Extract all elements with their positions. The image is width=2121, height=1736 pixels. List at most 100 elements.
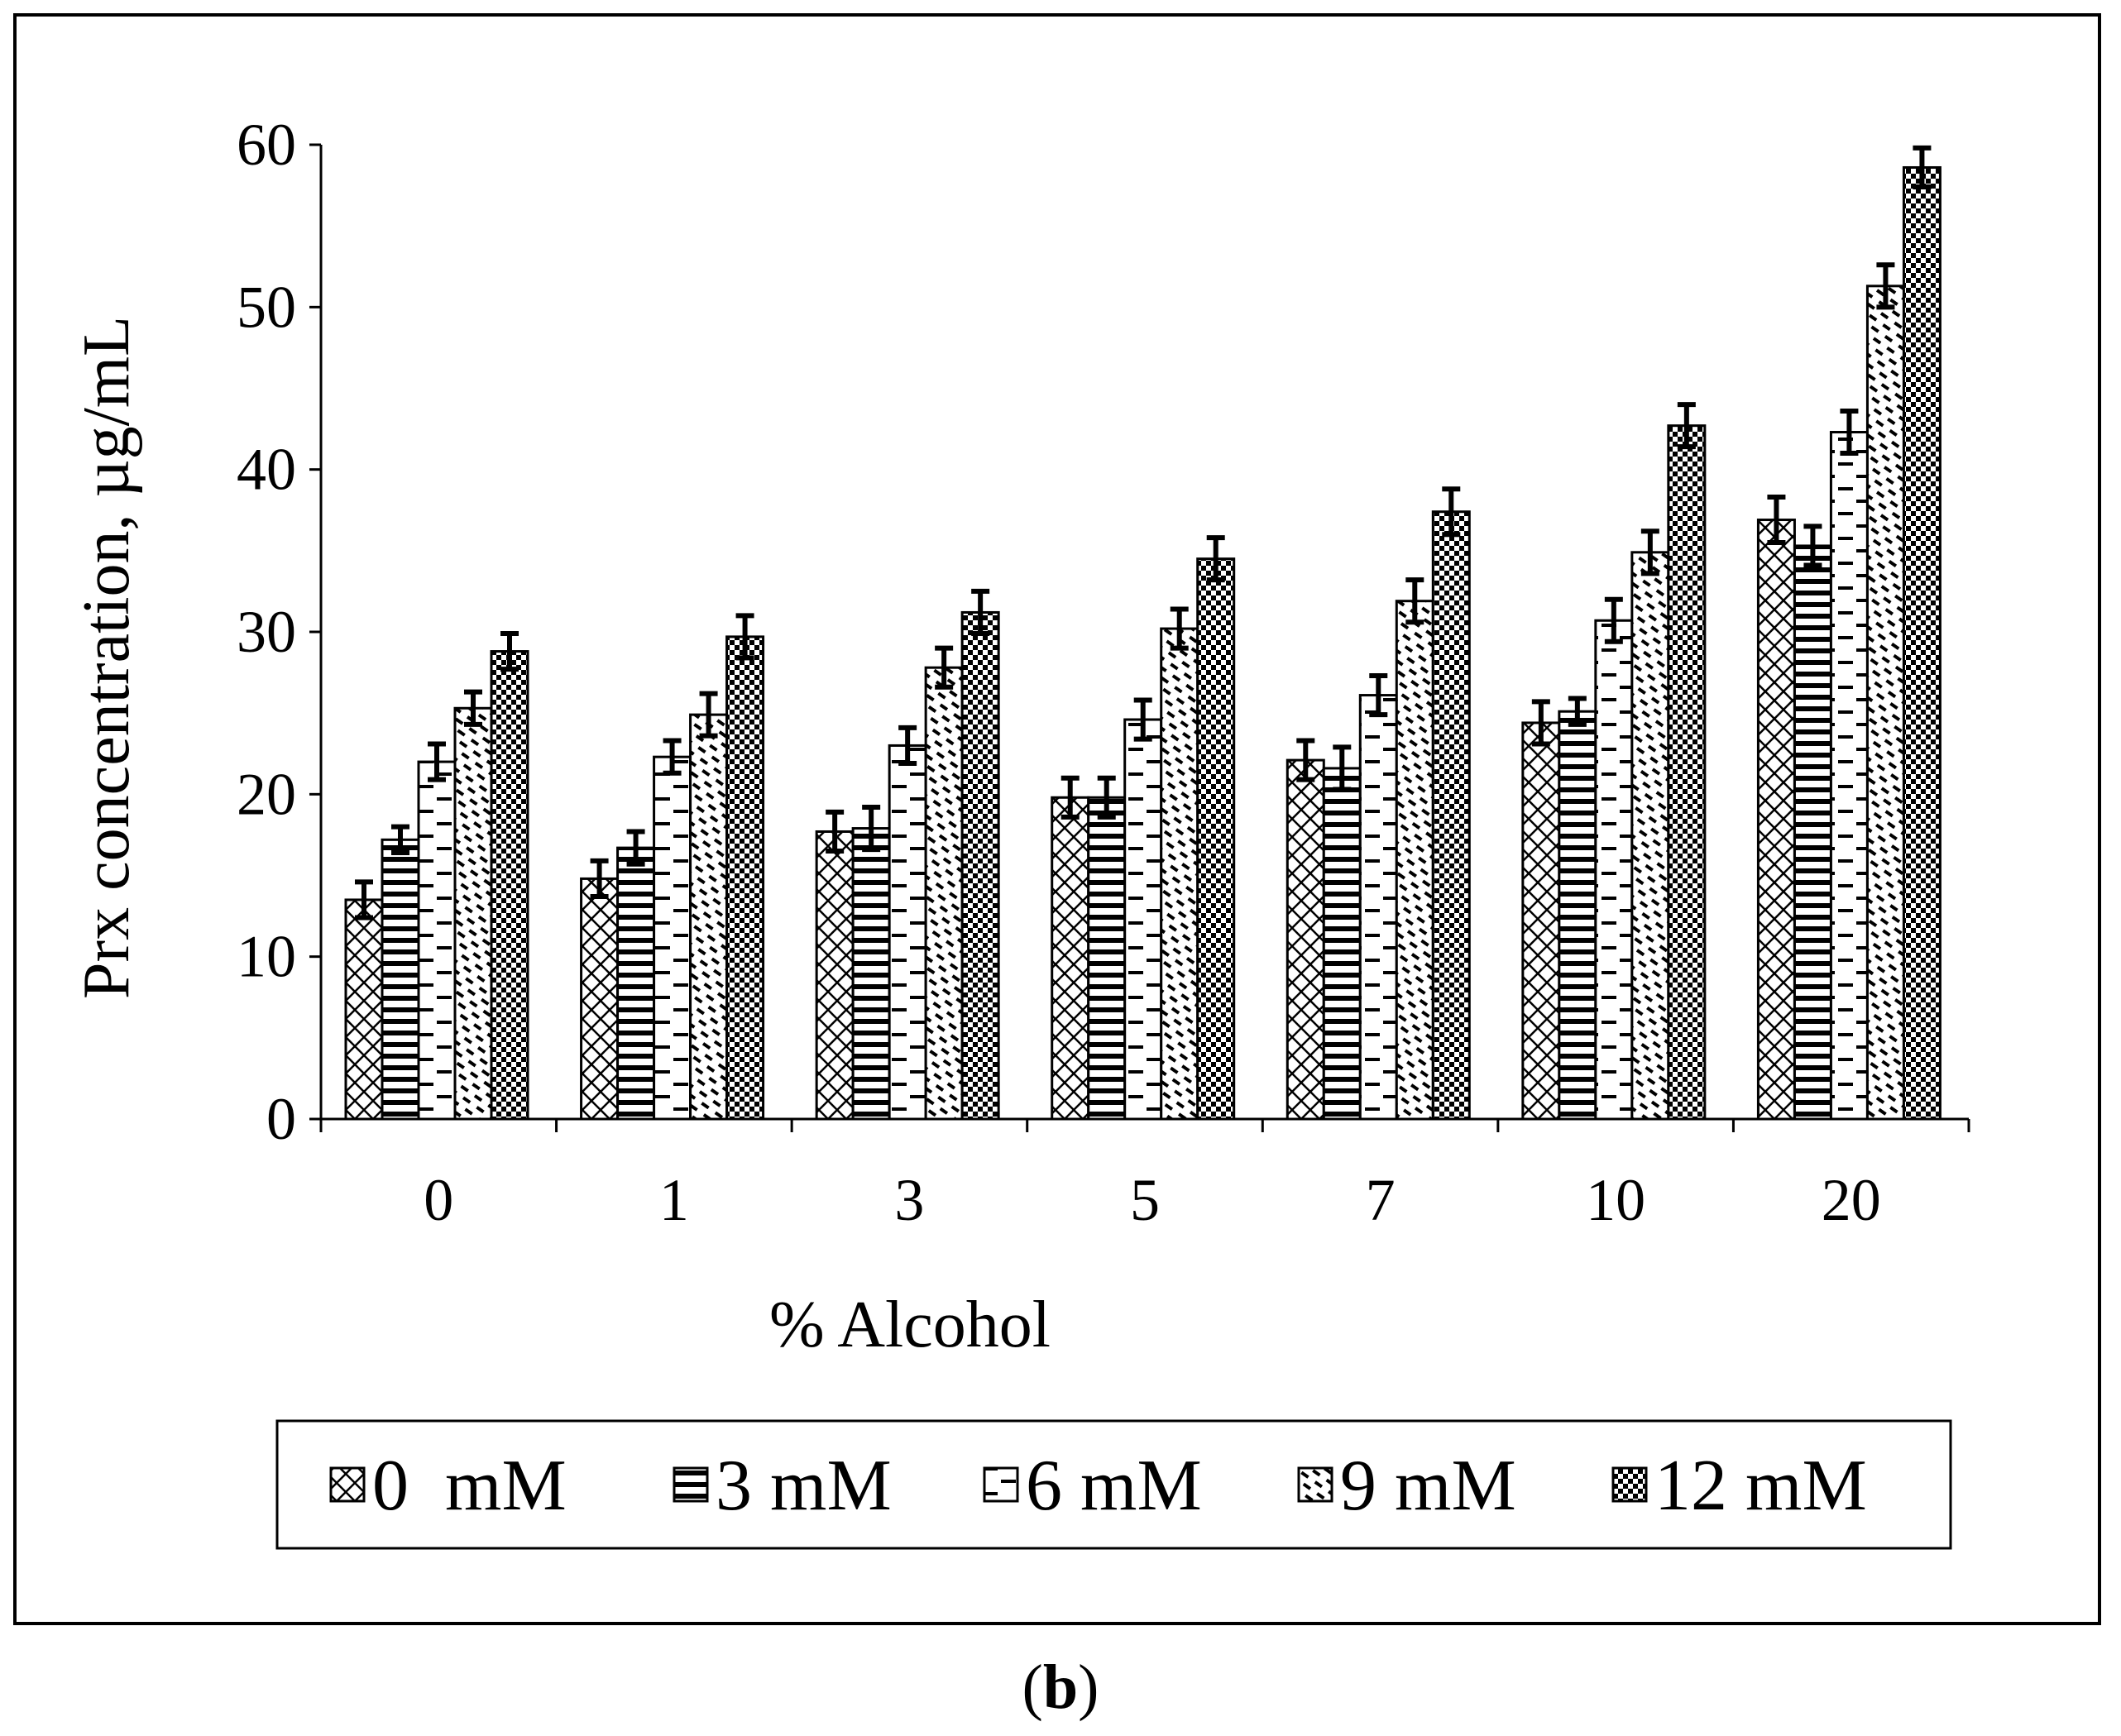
error-bar-6mM-3: [898, 725, 917, 767]
bar-6mM-20: [1829, 431, 1869, 1121]
legend-swatch-3mM: [673, 1466, 709, 1503]
error-bar-6mM-10: [1604, 596, 1623, 644]
legend-label-6mM: 6 mM: [1026, 1446, 1202, 1526]
bar-9mM-5: [1160, 627, 1199, 1121]
error-bar-3mM-10: [1568, 696, 1587, 727]
legend-swatch-6mM: [983, 1466, 1019, 1503]
x-tick-label-10: 10: [1586, 1167, 1645, 1233]
chart-border: [13, 13, 2101, 1625]
y-tick-label-30: 30: [237, 599, 296, 665]
bar-3mM-5: [1087, 796, 1127, 1121]
legend-label-3mM: 3 mM: [716, 1446, 892, 1526]
bar-9mM-20: [1865, 285, 1905, 1121]
x-tick-label-5: 5: [1130, 1167, 1160, 1233]
bar-3mM-1: [616, 846, 656, 1121]
y-axis-title: Prx concentration, µg/mL: [70, 316, 143, 999]
legend-item-6mM: 6 mM: [983, 1446, 1202, 1526]
legend-label-0mM: 0 mM: [372, 1446, 567, 1526]
bar-0mM-1: [580, 877, 620, 1121]
error-bar-0mM-1: [590, 858, 609, 900]
error-bar-0mM-0: [355, 879, 373, 921]
error-bar-0mM-3: [826, 809, 845, 854]
error-bar-0mM-10: [1531, 699, 1550, 747]
error-bar-12mM-20: [1913, 145, 1932, 190]
bar-9mM-10: [1630, 551, 1670, 1121]
error-bar-0mM-7: [1296, 738, 1315, 782]
y-tick-label-60: 60: [237, 112, 296, 178]
error-bar-3mM-5: [1097, 775, 1116, 820]
legend-swatch-12mM: [1611, 1466, 1648, 1503]
bar-12mM-1: [725, 635, 765, 1121]
bar-9mM-0: [453, 706, 493, 1121]
error-bar-6mM-1: [663, 738, 682, 776]
bar-6mM-5: [1123, 718, 1163, 1121]
bar-0mM-10: [1521, 721, 1561, 1121]
axes: 0 10 20 30 40 50 60 0 1 3 5 7 10 20: [237, 112, 1970, 1233]
error-bar-9mM-20: [1876, 262, 1895, 310]
error-bar-3mM-0: [391, 824, 409, 856]
bar-9mM-7: [1395, 600, 1434, 1121]
bar-12mM-3: [960, 610, 1000, 1121]
bar-6mM-10: [1594, 619, 1634, 1121]
bar-3mM-0: [381, 838, 420, 1121]
caption-letter: b: [1043, 1652, 1078, 1722]
error-bar-9mM-3: [935, 645, 954, 690]
bar-0mM-7: [1286, 758, 1325, 1121]
legend-item-12mM: 12 mM: [1611, 1446, 1867, 1526]
bar-0mM-20: [1756, 519, 1796, 1121]
legend-swatch-0mM: [329, 1466, 366, 1503]
bar-3mM-20: [1793, 544, 1832, 1121]
bar-12mM-20: [1902, 165, 1941, 1121]
caption-open: (: [1022, 1652, 1043, 1722]
bar-6mM-1: [653, 755, 692, 1121]
bar-12mM-5: [1196, 557, 1236, 1121]
legend-item-0mM: 0 mM: [329, 1446, 567, 1526]
error-bar-3mM-7: [1333, 744, 1352, 792]
y-tick-label-0: 0: [266, 1086, 296, 1152]
y-tick-label-20: 20: [237, 761, 296, 827]
error-bar-3mM-3: [862, 805, 881, 853]
caption-close: ): [1078, 1652, 1099, 1722]
y-tick-label-40: 40: [237, 437, 296, 503]
error-bar-0mM-5: [1060, 775, 1080, 820]
y-tick-label-50: 50: [237, 274, 296, 340]
legend: 0 mM 3 mM 6 mM 9 mM 12 mM: [329, 1446, 1867, 1526]
x-tick-label-20: 20: [1822, 1167, 1881, 1233]
x-tick-label-3: 3: [894, 1167, 924, 1233]
legend-swatch-9mM: [1297, 1466, 1333, 1503]
bar-0mM-0: [344, 898, 384, 1121]
error-bar-9mM-7: [1405, 577, 1424, 625]
bar-9mM-3: [924, 666, 964, 1121]
x-axis-title: % Alcohol: [769, 1289, 1051, 1361]
error-bar-6mM-5: [1133, 697, 1152, 742]
legend-box: [275, 1419, 1952, 1550]
legend-label-12mM: 12 mM: [1654, 1446, 1867, 1526]
error-bar-9mM-5: [1170, 606, 1189, 651]
bar-6mM-3: [888, 744, 927, 1121]
bar-3mM-10: [1558, 710, 1597, 1121]
error-bar-12mM-10: [1677, 402, 1696, 450]
bar-12mM-7: [1431, 510, 1471, 1121]
error-bar-3mM-1: [626, 829, 645, 867]
error-bar-6mM-20: [1840, 408, 1859, 457]
bar-3mM-3: [851, 827, 891, 1121]
error-bar-0mM-20: [1767, 495, 1786, 546]
bar-3mM-7: [1322, 767, 1362, 1121]
error-bar-12mM-7: [1442, 486, 1461, 538]
figure-caption: (b): [1022, 1652, 1099, 1722]
bar-12mM-0: [490, 650, 529, 1121]
error-bar-9mM-1: [699, 691, 718, 739]
legend-item-9mM: 9 mM: [1297, 1446, 1516, 1526]
bar-0mM-5: [1051, 796, 1090, 1121]
legend-item-3mM: 3 mM: [673, 1446, 892, 1526]
legend-label-9mM: 9 mM: [1340, 1446, 1516, 1526]
error-bar-12mM-3: [971, 588, 990, 636]
bar-6mM-0: [417, 760, 457, 1121]
x-tick-label-1: 1: [659, 1167, 689, 1233]
error-bar-9mM-10: [1640, 528, 1659, 576]
error-bar-6mM-0: [428, 741, 446, 782]
bar-0mM-3: [815, 830, 855, 1121]
error-bar-12mM-0: [500, 630, 519, 672]
error-bar-3mM-20: [1803, 524, 1822, 568]
